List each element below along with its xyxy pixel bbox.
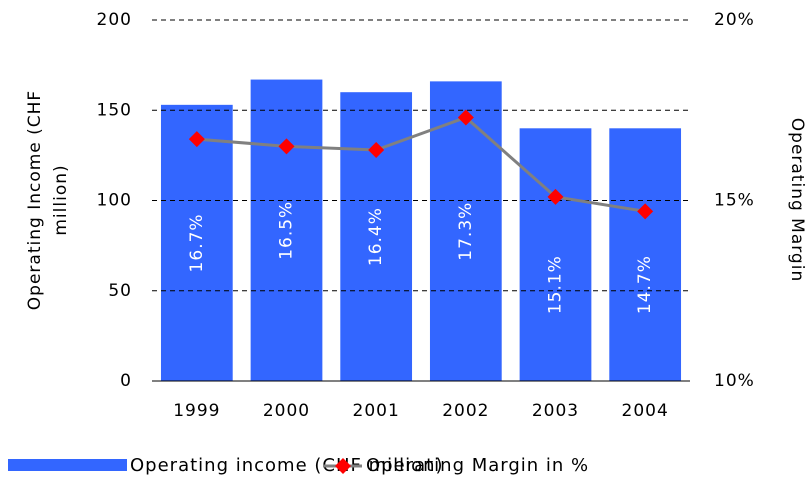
- marker: [637, 203, 654, 220]
- bar: [250, 79, 323, 381]
- legend-label: Operating Margin in %: [366, 455, 589, 476]
- bar: [519, 128, 592, 381]
- y2-tick-label: 10%: [714, 371, 755, 391]
- y2-axis-title: Operating Margin: [787, 118, 807, 282]
- bar: [609, 128, 682, 381]
- data-label: 16.7%: [187, 213, 207, 272]
- y2-tick-label: 20%: [714, 10, 755, 30]
- legend-marker: [335, 458, 351, 474]
- y-tick-label: 50: [108, 281, 132, 301]
- marker: [188, 131, 205, 148]
- x-tick-label: 2002: [442, 401, 489, 421]
- y-tick-label: 100: [97, 191, 132, 211]
- x-tick-label: 2001: [353, 401, 400, 421]
- marker: [278, 138, 295, 155]
- data-label: 14.7%: [635, 255, 655, 314]
- y-axis-title: Operating Income (CHF million): [25, 90, 71, 310]
- data-label: 16.5%: [277, 201, 297, 260]
- x-tick-label: 2003: [532, 401, 579, 421]
- data-label: 15.1%: [546, 255, 566, 314]
- y-axis-title-line: Operating Income (CHF: [25, 90, 45, 310]
- bar: [160, 104, 233, 382]
- data-label: 16.4%: [366, 207, 386, 266]
- line: [196, 115, 646, 213]
- y-tick-label: 150: [97, 100, 132, 120]
- legend-label: Operating income (CHF million): [130, 455, 444, 476]
- y-axis-title-line: million): [51, 164, 71, 235]
- y2-tick-label: 15%: [714, 191, 755, 211]
- x-tick-label: 1999: [173, 401, 220, 421]
- y-tick-label: 0: [120, 371, 132, 391]
- bar: [429, 81, 502, 382]
- data-label: 17.3%: [456, 202, 476, 261]
- marker: [368, 141, 385, 158]
- marker: [547, 188, 564, 205]
- marker: [457, 109, 474, 126]
- x-tick-label: 2004: [622, 401, 669, 421]
- y-tick-label: 200: [97, 10, 132, 30]
- legend-swatch: [8, 459, 127, 471]
- x-tick-label: 2000: [263, 401, 310, 421]
